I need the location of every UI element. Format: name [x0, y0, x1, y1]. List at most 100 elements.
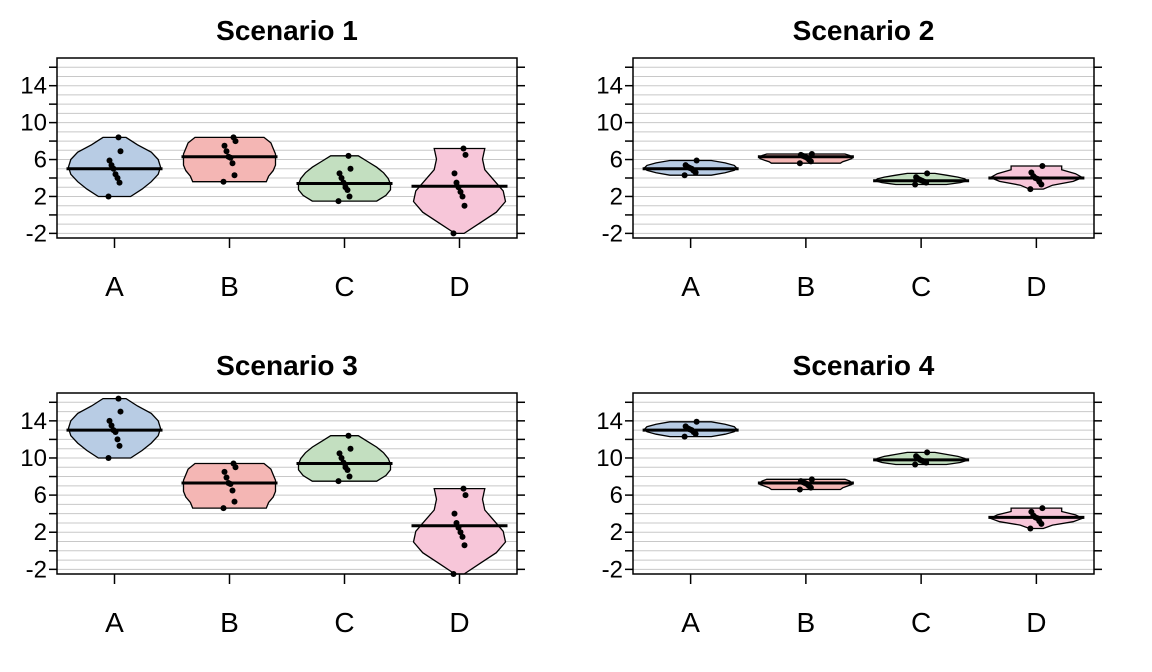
data-point	[116, 179, 123, 186]
data-point	[336, 170, 343, 177]
data-point	[108, 422, 115, 429]
data-point	[336, 450, 343, 457]
y-tick-label: 10	[596, 445, 623, 472]
data-point	[461, 202, 468, 209]
data-point	[115, 134, 122, 141]
x-tick-label: B	[220, 607, 239, 638]
data-point	[221, 468, 228, 475]
panel-title: Scenario 1	[216, 15, 358, 46]
data-point	[459, 193, 466, 200]
data-point	[342, 464, 349, 471]
plot-frame	[632, 57, 1095, 239]
y-tick-label: -2	[26, 556, 47, 583]
y-tick-label: 2	[610, 519, 623, 546]
plot-frame	[56, 392, 518, 575]
data-point	[1039, 163, 1046, 169]
data-point	[693, 418, 700, 425]
data-point	[461, 542, 468, 549]
y-tick-label: -2	[602, 220, 623, 247]
y-tick-label: 14	[20, 73, 47, 100]
data-point	[682, 162, 689, 169]
y-tick-label: 10	[596, 110, 623, 137]
y-tick-label: 2	[34, 183, 47, 210]
x-tick-label: C	[334, 607, 354, 638]
x-tick-label: A	[681, 607, 700, 638]
data-point	[681, 433, 688, 440]
x-tick-label: C	[334, 271, 354, 302]
data-point	[681, 172, 688, 179]
data-point	[924, 170, 931, 177]
plot-frame	[632, 392, 1095, 575]
chart-panel: -2 2 6 10 14 A B C D Scenario 1	[20, 15, 525, 302]
y-tick-label: 14	[20, 408, 47, 435]
y-tick-label: 6	[610, 147, 623, 174]
data-point	[231, 498, 238, 505]
data-point	[114, 436, 121, 443]
y-tick-label: 6	[34, 482, 47, 509]
x-tick-label: B	[220, 271, 239, 302]
x-tick-label: D	[1026, 271, 1046, 302]
data-point	[117, 408, 124, 415]
data-point	[913, 453, 920, 460]
data-point	[223, 148, 230, 155]
data-point	[912, 181, 919, 188]
data-point	[105, 193, 112, 200]
data-point	[457, 529, 464, 536]
data-point	[457, 188, 464, 195]
data-point	[221, 142, 228, 149]
data-point	[342, 184, 349, 191]
data-point	[808, 476, 815, 483]
data-point	[346, 193, 353, 200]
x-tick-label: D	[1026, 607, 1046, 638]
panel-title: Scenario 3	[216, 350, 358, 381]
chart-panel: -2 2 6 10 14 A B C D Scenario 2	[596, 15, 1102, 302]
x-tick-label: A	[681, 271, 700, 302]
data-point	[115, 395, 122, 402]
data-point	[105, 454, 112, 461]
data-point	[1027, 186, 1034, 193]
data-point	[106, 417, 113, 424]
data-point	[335, 478, 342, 485]
data-point	[229, 160, 236, 167]
data-point	[220, 178, 227, 185]
data-point	[459, 533, 466, 540]
y-tick-label: 14	[596, 73, 623, 100]
data-point	[230, 134, 237, 141]
chart-panel: -2 2 6 10 14 A B C D Scenario 4	[596, 350, 1102, 638]
data-point	[1039, 505, 1046, 512]
data-point	[117, 148, 124, 155]
y-tick-label: 14	[596, 408, 623, 435]
data-point	[347, 445, 354, 452]
data-point	[450, 230, 457, 237]
data-point	[220, 505, 227, 512]
data-point	[346, 473, 353, 480]
data-point	[460, 145, 467, 152]
x-tick-label: A	[105, 607, 124, 638]
data-point	[338, 454, 345, 461]
data-point	[451, 170, 458, 177]
data-point	[924, 449, 931, 456]
violin-C	[297, 155, 392, 202]
chart-panel: -2 2 6 10 14 A B C D Scenario 3	[20, 350, 525, 638]
data-point	[1028, 508, 1035, 515]
x-tick-label: C	[911, 271, 931, 302]
data-point	[453, 179, 460, 186]
data-point	[223, 474, 230, 481]
y-tick-label: 6	[610, 482, 623, 509]
y-tick-label: 6	[34, 147, 47, 174]
data-point	[338, 175, 345, 181]
data-point	[230, 460, 237, 467]
y-tick-label: 10	[20, 445, 47, 472]
data-point	[112, 171, 119, 178]
data-point	[108, 162, 115, 169]
data-point	[462, 151, 469, 158]
data-point	[913, 174, 920, 181]
data-point	[462, 492, 469, 499]
y-tick-label: 2	[34, 519, 47, 546]
data-point	[1028, 169, 1035, 176]
panel-title: Scenario 4	[793, 350, 935, 381]
data-point	[345, 152, 352, 159]
data-point	[335, 198, 342, 205]
data-point	[231, 172, 238, 179]
